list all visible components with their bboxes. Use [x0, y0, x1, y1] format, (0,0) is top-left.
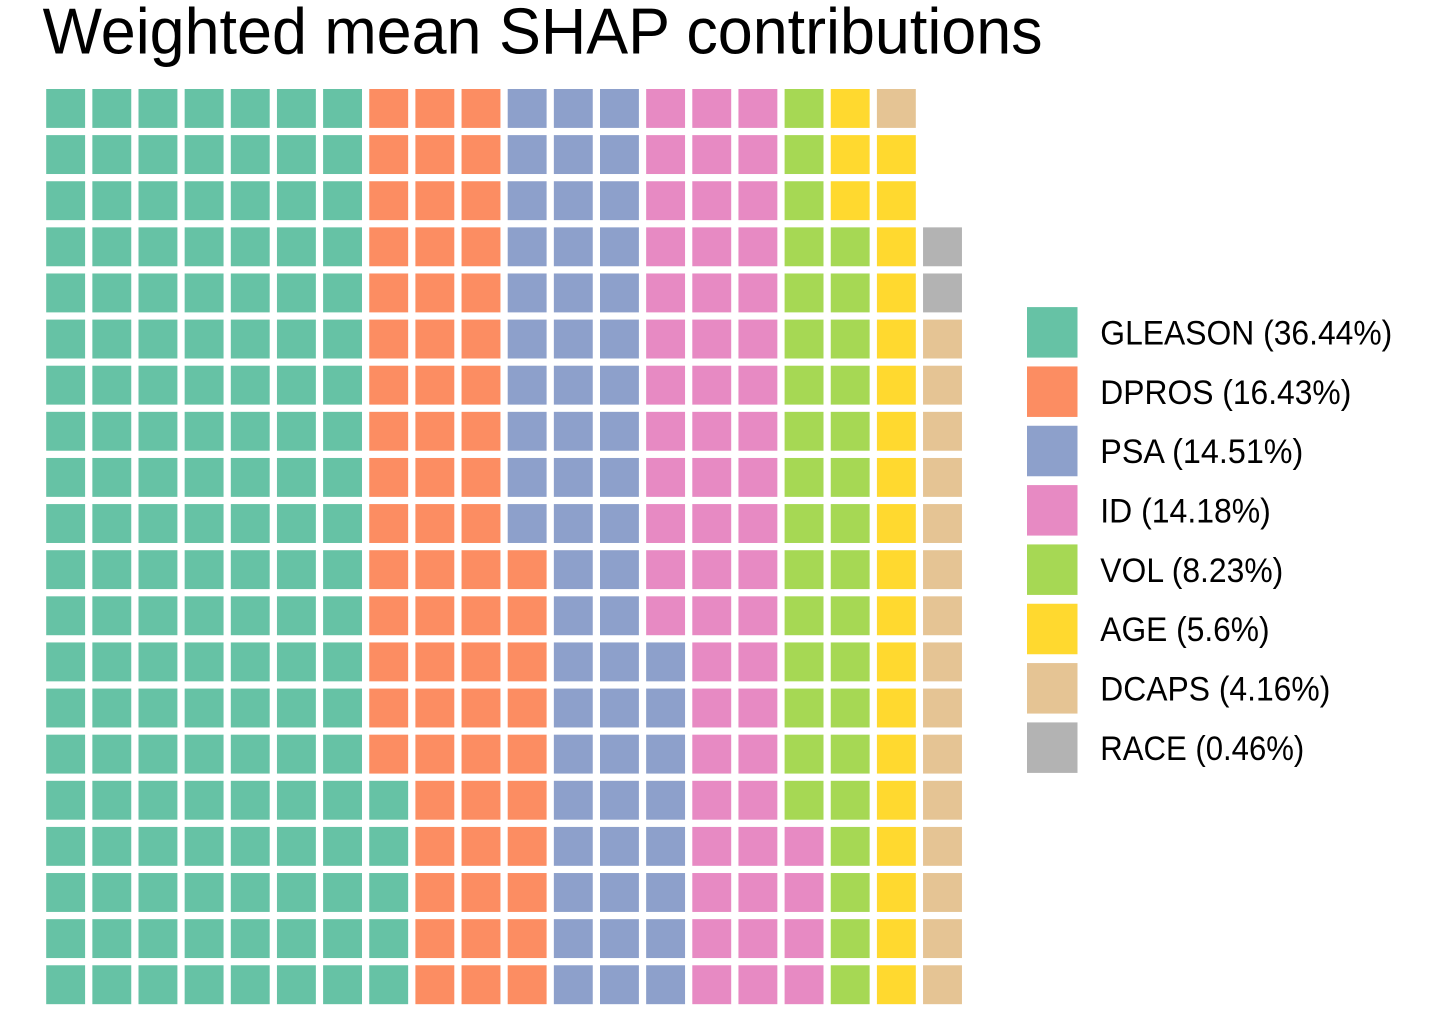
svg-text:DCAPS (4.16%): DCAPS (4.16%)	[1100, 671, 1330, 709]
svg-text:AGE (5.6%): AGE (5.6%)	[1100, 611, 1269, 649]
svg-text:PSA (14.51%): PSA (14.51%)	[1100, 433, 1303, 471]
svg-text:Weighted mean SHAP contributio: Weighted mean SHAP contributions	[43, 0, 1043, 67]
svg-text:GLEASON (36.44%): GLEASON (36.44%)	[1100, 315, 1392, 353]
svg-text:DPROS (16.43%): DPROS (16.43%)	[1100, 374, 1351, 412]
svg-text:VOL (8.23%): VOL (8.23%)	[1100, 552, 1283, 590]
svg-text:ID (14.18%): ID (14.18%)	[1100, 493, 1271, 531]
svg-text:RACE (0.46%): RACE (0.46%)	[1100, 730, 1304, 768]
